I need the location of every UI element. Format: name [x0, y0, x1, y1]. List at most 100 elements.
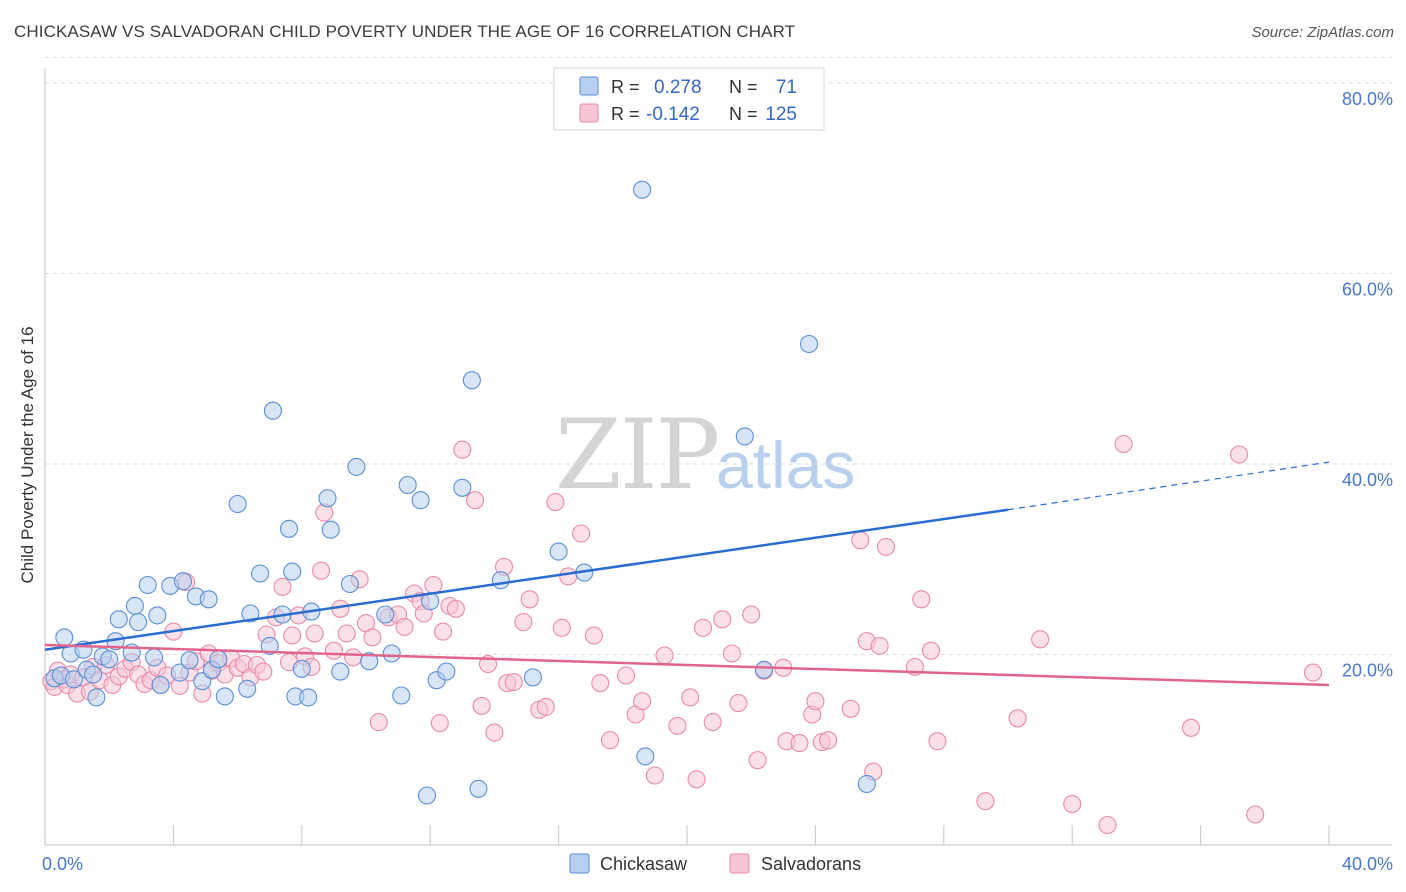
chickasaw-point-33 [251, 564, 270, 583]
salvadorans-point-79 [536, 697, 555, 716]
y-tick-label-80: 80.0% [1342, 89, 1393, 109]
salvadorans-point-49 [324, 641, 343, 660]
y-tick-labels: 20.0% 40.0% 60.0% 80.0% [1342, 89, 1393, 681]
salvadorans-point-67 [446, 599, 465, 618]
y-tick-label-60: 60.0% [1342, 280, 1393, 300]
chickasaw-point-48 [360, 652, 379, 671]
stats-n-value-1: 71 [776, 77, 797, 98]
watermark-zip: ZIP [555, 399, 718, 511]
salvadorans-point-87 [616, 666, 636, 685]
x-tick-label-min: 0.0% [42, 854, 83, 874]
salvadorans-point-119 [928, 732, 947, 751]
salvadorans-point-118 [921, 641, 941, 660]
chickasaw-trend-extension [1007, 461, 1330, 511]
legend-label-chickasaw: Chickasaw [600, 854, 688, 874]
chickasaw-point-61 [491, 571, 510, 590]
chickasaw-point-47 [347, 457, 366, 476]
x-tick-labels: 0.0% 40.0% [42, 854, 1393, 874]
chickasaw-point-28 [209, 650, 228, 669]
salvadorans-point-122 [1031, 630, 1050, 649]
salvadorans-point-47 [312, 561, 331, 580]
salvadorans-point-86 [600, 731, 620, 750]
salvadorans-point-126 [1181, 718, 1201, 737]
salvadorans-point-109 [819, 731, 838, 750]
y-tick-label-40: 40.0% [1342, 470, 1393, 490]
salvadorans-point-123 [1063, 794, 1082, 814]
salvadorans-point-117 [912, 590, 931, 609]
chickasaw-point-21 [170, 663, 189, 682]
salvadorans-point-55 [363, 628, 382, 647]
chickasaw-point-49 [376, 605, 395, 624]
chickasaw-points [45, 180, 876, 805]
stats-r-value-1: 0.278 [654, 77, 702, 98]
salvadorans-point-121 [1008, 709, 1027, 728]
chickasaw-point-57 [437, 662, 456, 681]
chickasaw-point-69 [799, 334, 819, 354]
salvadorans-point-81 [552, 618, 571, 637]
chickasaw-point-23 [180, 651, 199, 670]
salvadorans-point-125 [1114, 434, 1133, 454]
salvadorans-point-70 [472, 696, 491, 715]
salvadorans-point-128 [1246, 805, 1265, 824]
chickasaw-point-68 [754, 660, 774, 679]
salvadorans-point-114 [870, 636, 889, 655]
chickasaw-point-32 [241, 604, 260, 623]
chickasaw-trend-line [44, 508, 1009, 651]
salvadorans-point-63 [424, 575, 443, 595]
chickasaw-point-19 [151, 675, 170, 695]
legend-swatch-salvadorans [729, 853, 750, 874]
salvadorans-point-91 [655, 646, 674, 665]
salvadorans-point-95 [693, 618, 713, 637]
salvadorans-point-83 [572, 524, 591, 543]
chickasaw-point-34 [260, 636, 279, 655]
stats-legend-swatch-blue [579, 76, 599, 96]
salvadorans-point-52 [344, 648, 363, 667]
chickasaw-point-26 [199, 590, 218, 609]
chickasaw-point-4 [64, 670, 83, 689]
chart-title: CHICKASAW VS SALVADORAN CHILD POVERTY UN… [14, 22, 796, 41]
stats-legend-swatch-pink [579, 103, 599, 123]
chickasaw-point-31 [238, 679, 257, 698]
chickasaw-point-38 [283, 562, 302, 581]
salvadorans-point-98 [722, 644, 741, 663]
chickasaw-point-22 [173, 572, 193, 591]
salvadorans-point-127 [1230, 445, 1249, 464]
chickasaw-point-41 [299, 688, 318, 707]
salvadorans-point-56 [369, 713, 388, 732]
stats-legend: R = 0.278 N = 71 R = -0.142 N = 125 [553, 67, 825, 131]
legend-swatch-chickasaw [569, 853, 590, 874]
chickasaw-point-37 [279, 519, 299, 538]
chickasaw-point-53 [411, 491, 430, 510]
chickasaw-point-14 [125, 596, 144, 615]
chickasaw-point-16 [138, 575, 157, 595]
stats-r-label-1: R = [611, 77, 640, 97]
salvadorans-points [42, 434, 1323, 835]
salvadorans-point-77 [520, 590, 539, 609]
chickasaw-point-12 [109, 610, 128, 629]
salvadorans-point-90 [645, 766, 664, 785]
salvadorans-point-94 [687, 770, 706, 789]
chickasaw-point-66 [636, 747, 655, 766]
trend-lines [44, 461, 1330, 687]
chickasaw-point-35 [263, 401, 282, 420]
salvadorans-point-76 [514, 613, 533, 632]
chickasaw-point-46 [340, 574, 359, 594]
salvadorans-point-92 [668, 716, 687, 735]
salvadorans-point-51 [337, 624, 356, 643]
chickasaw-point-8 [87, 688, 106, 707]
stats-legend-frame [553, 67, 825, 131]
chart-source: Source: ZipAtlas.com [1251, 24, 1394, 41]
salvadorans-point-84 [584, 626, 603, 645]
salvadorans-point-42 [283, 626, 302, 645]
salvadorans-point-72 [485, 723, 504, 742]
salvadorans-point-85 [591, 674, 610, 693]
salvadorans-point-120 [976, 792, 995, 811]
salvadorans-point-97 [713, 610, 732, 629]
chickasaw-point-44 [321, 520, 340, 539]
chickasaw-point-40 [292, 659, 311, 678]
chickasaw-point-29 [215, 687, 234, 706]
legend-label-salvadorans: Salvadorans [761, 854, 861, 874]
stats-r-label-2: R = [611, 104, 640, 124]
salvadorans-point-96 [703, 713, 722, 732]
x-tick-label-max: 40.0% [1342, 854, 1393, 874]
